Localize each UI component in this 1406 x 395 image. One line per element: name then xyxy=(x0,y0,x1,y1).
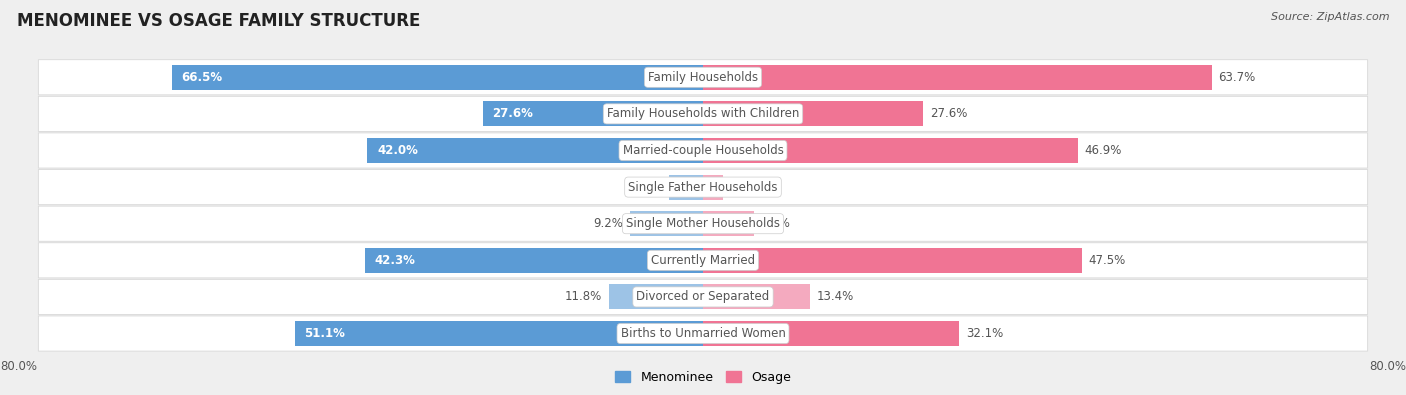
Bar xyxy=(482,102,703,126)
Bar xyxy=(367,138,703,163)
Text: 66.5%: 66.5% xyxy=(181,71,222,84)
FancyBboxPatch shape xyxy=(38,60,1368,95)
Text: MENOMINEE VS OSAGE FAMILY STRUCTURE: MENOMINEE VS OSAGE FAMILY STRUCTURE xyxy=(17,12,420,30)
Text: 4.2%: 4.2% xyxy=(633,181,664,194)
Bar xyxy=(703,175,723,199)
Text: Currently Married: Currently Married xyxy=(651,254,755,267)
Text: 13.4%: 13.4% xyxy=(817,290,853,303)
Text: 47.5%: 47.5% xyxy=(1088,254,1126,267)
Bar xyxy=(366,248,703,273)
FancyBboxPatch shape xyxy=(38,316,1368,351)
FancyBboxPatch shape xyxy=(38,133,1368,168)
Text: 63.7%: 63.7% xyxy=(1218,71,1256,84)
FancyBboxPatch shape xyxy=(38,206,1368,241)
Text: Family Households with Children: Family Households with Children xyxy=(607,107,799,120)
Bar xyxy=(703,211,754,236)
Text: 46.9%: 46.9% xyxy=(1084,144,1122,157)
Bar xyxy=(703,248,1083,273)
Text: 27.6%: 27.6% xyxy=(929,107,967,120)
Text: 80.0%: 80.0% xyxy=(1369,360,1406,373)
Text: 11.8%: 11.8% xyxy=(565,290,602,303)
Bar xyxy=(609,284,703,309)
Bar xyxy=(630,211,703,236)
Text: 80.0%: 80.0% xyxy=(0,360,37,373)
Bar xyxy=(295,321,703,346)
Text: Single Mother Households: Single Mother Households xyxy=(626,217,780,230)
Bar xyxy=(703,138,1077,163)
FancyBboxPatch shape xyxy=(38,169,1368,205)
Text: 2.5%: 2.5% xyxy=(730,181,759,194)
Text: Source: ZipAtlas.com: Source: ZipAtlas.com xyxy=(1271,12,1389,22)
Bar xyxy=(703,321,959,346)
Text: 51.1%: 51.1% xyxy=(304,327,346,340)
FancyBboxPatch shape xyxy=(38,279,1368,314)
Text: Births to Unmarried Women: Births to Unmarried Women xyxy=(620,327,786,340)
Text: 42.3%: 42.3% xyxy=(374,254,416,267)
Text: 9.2%: 9.2% xyxy=(593,217,623,230)
Text: 32.1%: 32.1% xyxy=(966,327,1002,340)
FancyBboxPatch shape xyxy=(38,243,1368,278)
Text: Married-couple Households: Married-couple Households xyxy=(623,144,783,157)
Text: Divorced or Separated: Divorced or Separated xyxy=(637,290,769,303)
Text: 6.4%: 6.4% xyxy=(761,217,790,230)
Bar xyxy=(669,175,703,199)
Bar xyxy=(172,65,703,90)
Text: 42.0%: 42.0% xyxy=(377,144,418,157)
Legend: Menominee, Osage: Menominee, Osage xyxy=(610,366,796,389)
Bar xyxy=(703,284,810,309)
Text: Family Households: Family Households xyxy=(648,71,758,84)
Text: Single Father Households: Single Father Households xyxy=(628,181,778,194)
FancyBboxPatch shape xyxy=(38,96,1368,132)
Bar xyxy=(703,65,1212,90)
Text: 27.6%: 27.6% xyxy=(492,107,533,120)
Bar xyxy=(703,102,924,126)
